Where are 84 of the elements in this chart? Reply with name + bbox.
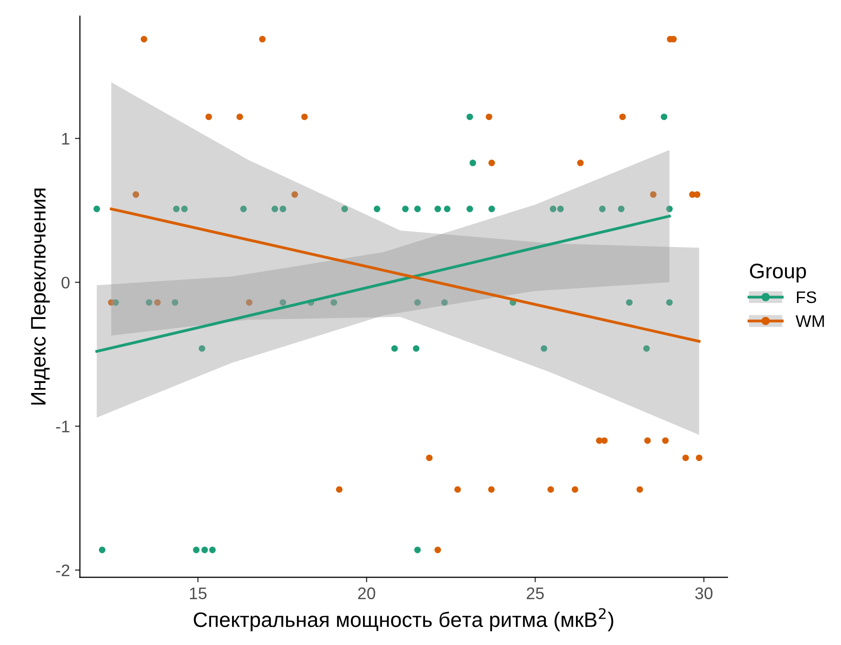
point xyxy=(618,206,624,212)
x-axis-title: Спектральная мощность бета ритма (мкВ$^{2}$) xyxy=(194,608,614,632)
point xyxy=(626,299,633,306)
line-series xyxy=(95,214,671,353)
point xyxy=(181,206,188,212)
point xyxy=(336,486,343,493)
y-tick-label: -1 xyxy=(56,420,70,432)
point xyxy=(644,437,651,444)
point xyxy=(209,546,216,554)
point xyxy=(341,206,348,212)
point xyxy=(201,546,208,554)
point xyxy=(205,114,212,120)
point xyxy=(682,454,689,462)
point xyxy=(643,345,650,352)
point xyxy=(414,299,421,306)
point xyxy=(470,160,476,166)
point xyxy=(572,486,578,493)
line-series xyxy=(110,208,701,343)
point xyxy=(666,299,673,306)
legend-label: WM xyxy=(796,315,824,327)
point xyxy=(619,114,626,120)
point xyxy=(280,299,286,306)
point xyxy=(441,299,448,306)
point xyxy=(291,191,298,198)
point xyxy=(547,486,554,493)
point xyxy=(272,206,278,212)
point xyxy=(454,486,461,493)
point xyxy=(414,546,421,554)
x-tick-label: 30 xyxy=(695,587,712,600)
point xyxy=(132,191,140,198)
point xyxy=(444,206,450,212)
point xyxy=(557,206,564,212)
point xyxy=(154,299,161,306)
point xyxy=(434,546,441,554)
legend-label: FS xyxy=(796,291,816,304)
x-tick-label: 25 xyxy=(526,587,544,600)
point xyxy=(486,114,492,120)
point xyxy=(466,206,474,212)
point xyxy=(650,191,657,198)
y-axis-title: Индекс Переключения xyxy=(31,188,50,405)
point xyxy=(660,114,668,120)
point xyxy=(601,437,608,444)
point xyxy=(330,299,338,306)
point xyxy=(666,206,673,212)
point xyxy=(240,206,247,212)
point xyxy=(172,299,178,306)
point xyxy=(259,36,266,42)
point xyxy=(146,299,152,306)
point xyxy=(488,160,495,166)
point xyxy=(391,345,398,352)
point xyxy=(198,345,206,352)
point xyxy=(577,160,584,166)
point xyxy=(108,299,115,306)
point xyxy=(173,206,180,212)
point xyxy=(94,206,100,212)
point xyxy=(414,206,421,212)
point xyxy=(301,114,308,120)
legend-title: Group xyxy=(750,264,806,283)
point xyxy=(98,546,106,554)
x-tick-label: 15 xyxy=(190,588,207,600)
y-tick-label: 1 xyxy=(62,133,70,144)
point xyxy=(599,206,606,212)
y-tick-label: -2 xyxy=(56,564,70,576)
point xyxy=(466,114,474,120)
point xyxy=(540,345,548,352)
point xyxy=(280,206,286,212)
point xyxy=(412,345,420,352)
point xyxy=(374,206,380,212)
point xyxy=(636,486,644,493)
point xyxy=(696,454,702,462)
point xyxy=(140,36,148,42)
point xyxy=(488,206,495,212)
point xyxy=(488,486,495,493)
y-tick-label: 0 xyxy=(62,276,70,289)
point xyxy=(434,206,441,212)
x-tick-label: 20 xyxy=(358,587,376,600)
point xyxy=(246,299,252,306)
point xyxy=(550,206,556,212)
point xyxy=(193,546,200,554)
point xyxy=(236,114,244,120)
point xyxy=(694,191,700,198)
point xyxy=(402,206,409,212)
point xyxy=(662,437,669,444)
point xyxy=(426,454,433,462)
